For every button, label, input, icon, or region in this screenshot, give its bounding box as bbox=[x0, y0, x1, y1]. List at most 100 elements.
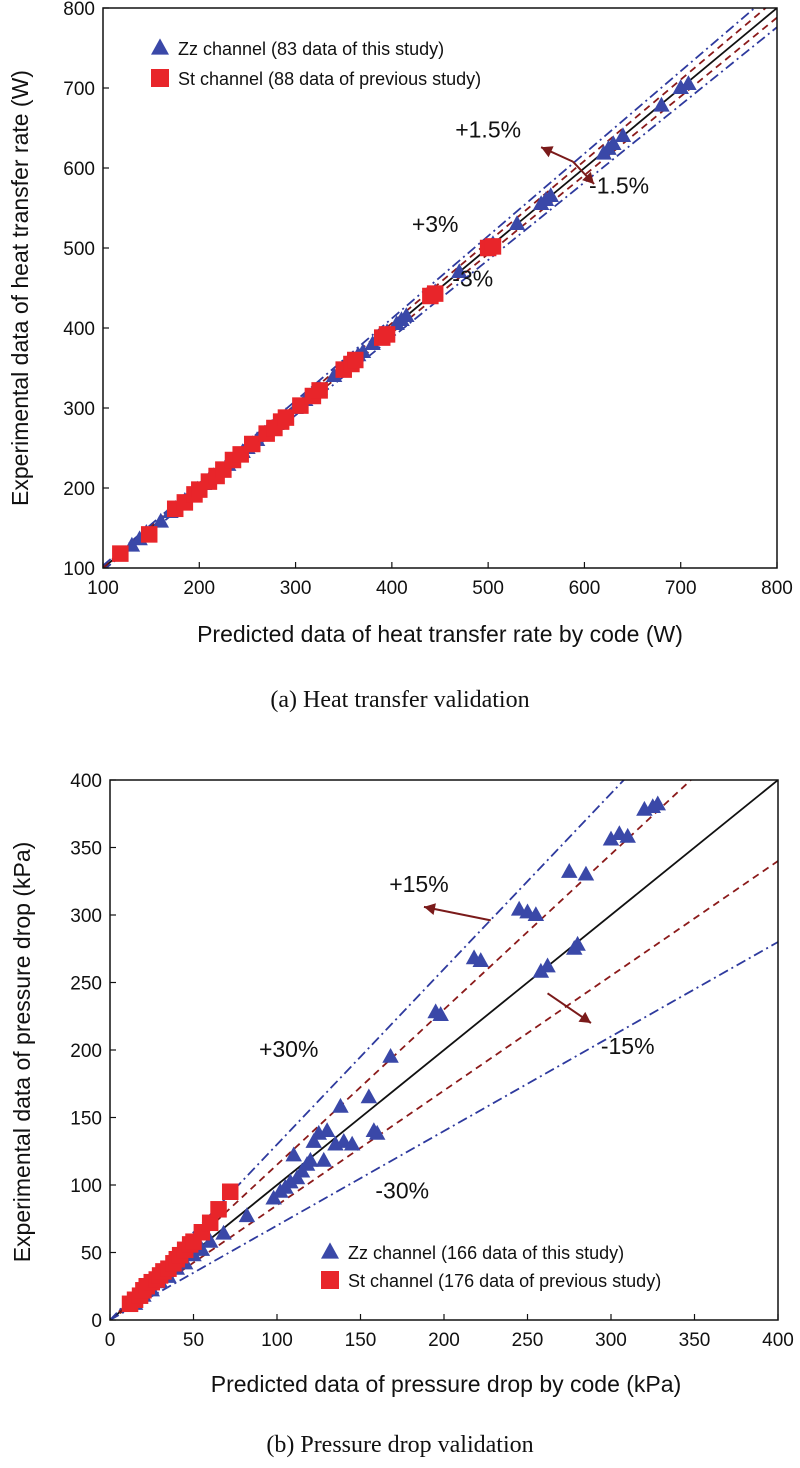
x-tick-label: 600 bbox=[569, 578, 601, 599]
square-point bbox=[140, 526, 158, 543]
arrow-head bbox=[582, 171, 595, 184]
legend-entry: Zz channel (166 data of this study) bbox=[348, 1243, 624, 1263]
triangle-point bbox=[398, 307, 415, 323]
triangle-point bbox=[238, 1207, 256, 1223]
legend-entry: St channel (88 data of previous study) bbox=[178, 69, 481, 89]
triangle-point bbox=[472, 952, 489, 967]
triangle-point bbox=[432, 1006, 449, 1021]
x-tick-label: 300 bbox=[595, 1330, 627, 1351]
triangle-point bbox=[315, 1151, 333, 1167]
deviation-label: -1.5% bbox=[589, 173, 649, 199]
triangle-point bbox=[605, 135, 622, 151]
deviation-label: -3% bbox=[452, 265, 493, 291]
triangle-point bbox=[318, 1122, 336, 1138]
deviation-label: +1.5% bbox=[455, 117, 521, 143]
x-tick-label: 350 bbox=[679, 1330, 711, 1351]
triangle-point bbox=[343, 1135, 361, 1151]
triangle-point bbox=[619, 827, 636, 843]
square-point bbox=[347, 351, 364, 369]
x-tick-label: 100 bbox=[87, 578, 119, 599]
y-tick-label: 200 bbox=[70, 1041, 102, 1062]
triangle-point bbox=[152, 512, 170, 528]
legend: Zz channel (83 data of this study) St cha… bbox=[151, 38, 481, 89]
pressure-drop-chart: 0 50 100 150 200 250 300 350 400 0 50 100 150 200 250 3… bbox=[9, 771, 794, 1458]
x-tick-label: 700 bbox=[665, 578, 697, 599]
square-point bbox=[426, 285, 444, 302]
triangle-point bbox=[364, 335, 381, 351]
legend-marker-triangle bbox=[151, 38, 169, 55]
triangle-point bbox=[614, 127, 632, 143]
arrow-head bbox=[423, 903, 436, 915]
y-tick-label: 400 bbox=[70, 771, 102, 792]
y-tick-label: 200 bbox=[63, 479, 95, 500]
data-points bbox=[121, 795, 667, 1313]
x-tick-label: 200 bbox=[183, 578, 215, 599]
y-axis-label: Experimental data of heat transfer rate … bbox=[7, 70, 33, 506]
annotation-arrows bbox=[540, 146, 595, 185]
y-tick-label: 300 bbox=[63, 399, 95, 420]
arrow-head bbox=[578, 1011, 591, 1023]
x-axis-label: Predicted data of heat transfer rate by … bbox=[197, 621, 683, 647]
tick-labels: 0 50 100 150 200 250 300 350 400 0 50 100 150 200 250 3… bbox=[70, 771, 794, 1351]
square-point bbox=[210, 1201, 227, 1218]
triangle-point bbox=[653, 96, 670, 112]
triangle-point bbox=[332, 1097, 349, 1113]
reference-line-dashdot bbox=[110, 941, 778, 1320]
triangle-point bbox=[285, 1146, 302, 1162]
triangle-point bbox=[305, 1133, 322, 1148]
triangle-point bbox=[649, 795, 667, 811]
y-tick-label: 350 bbox=[70, 839, 102, 860]
square-point bbox=[311, 382, 328, 399]
x-tick-label: 800 bbox=[761, 578, 793, 599]
triangle-point bbox=[508, 215, 526, 231]
triangle-point bbox=[368, 1124, 386, 1140]
deviation-label: +15% bbox=[389, 871, 448, 897]
y-tick-label: 800 bbox=[63, 0, 95, 20]
annotations: +15% -15% +30% -30% bbox=[259, 871, 655, 1203]
triangle-point bbox=[282, 1173, 299, 1189]
x-tick-label: 0 bbox=[105, 1330, 116, 1351]
panel-caption: (a) Heat transfer validation bbox=[270, 687, 529, 713]
square-point bbox=[378, 326, 396, 343]
deviation-label: -30% bbox=[375, 1178, 429, 1204]
square-point bbox=[292, 397, 309, 414]
triangle-point bbox=[602, 830, 620, 846]
triangle-point bbox=[382, 1047, 399, 1063]
data-points bbox=[112, 75, 697, 562]
triangle-point bbox=[672, 79, 689, 95]
deviation-label: +3% bbox=[412, 211, 459, 237]
legend-entry: Zz channel (83 data of this study) bbox=[178, 39, 444, 59]
annotations: +1.5% -1.5% +3% -3% bbox=[412, 117, 649, 292]
reference-line-dashed bbox=[110, 860, 778, 1320]
triangle-point bbox=[561, 863, 578, 878]
triangle-point bbox=[539, 957, 556, 973]
deviation-label: +30% bbox=[259, 1036, 318, 1062]
tick-labels: 100 200 300 400 500 600 700 800 100 200 300 400 500 6… bbox=[63, 0, 793, 599]
legend-marker-triangle bbox=[321, 1242, 339, 1259]
panel-caption: (b) Pressure drop validation bbox=[266, 1432, 533, 1458]
triangle-point bbox=[542, 187, 559, 203]
triangle-point bbox=[302, 1151, 319, 1167]
legend-entry: St channel (176 data of previous study) bbox=[348, 1271, 661, 1291]
x-tick-label: 200 bbox=[428, 1330, 460, 1351]
triangle-point bbox=[360, 1088, 378, 1104]
y-tick-label: 700 bbox=[63, 79, 95, 100]
arrow-head bbox=[541, 146, 554, 158]
x-tick-label: 150 bbox=[345, 1330, 377, 1351]
triangle-point bbox=[527, 906, 545, 922]
reference-line-dashed bbox=[110, 780, 693, 1320]
square-point bbox=[277, 409, 295, 426]
legend-marker-square bbox=[321, 1271, 339, 1289]
x-tick-label: 400 bbox=[376, 578, 408, 599]
x-tick-label: 50 bbox=[183, 1330, 204, 1351]
heat-transfer-chart: 100 200 300 400 500 600 700 800 100 200 300 400 500 6… bbox=[7, 0, 793, 713]
deviation-label: -15% bbox=[601, 1033, 655, 1059]
legend-marker-square bbox=[151, 69, 169, 87]
y-tick-label: 600 bbox=[63, 159, 95, 180]
square-point bbox=[484, 238, 502, 255]
annotation-arrow bbox=[423, 905, 491, 922]
x-axis-label: Predicted data of pressure drop by code … bbox=[211, 1371, 681, 1397]
x-tick-label: 100 bbox=[261, 1330, 293, 1351]
square-point bbox=[112, 545, 129, 562]
